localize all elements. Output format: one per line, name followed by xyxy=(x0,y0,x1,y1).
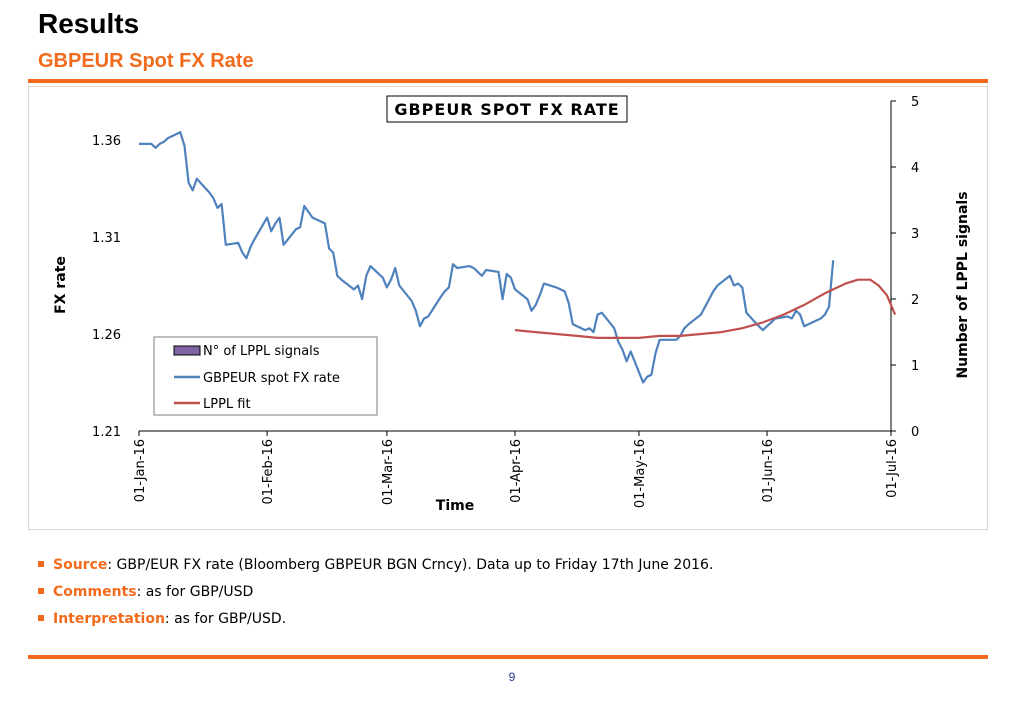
y2-tick-label: 2 xyxy=(911,293,919,308)
x-tick-label: 01-Mar-16 xyxy=(381,439,396,505)
bullet-marker xyxy=(38,561,44,567)
y2-tick-label: 4 xyxy=(911,161,919,176)
bullet-key-comments: Comments xyxy=(53,584,137,600)
y-tick-label: 1.36 xyxy=(92,134,121,149)
legend-label-lppl: LPPL fit xyxy=(203,397,251,412)
chart-title: GBPEUR SPOT FX RATE xyxy=(394,100,619,119)
x-tick-label: 01-May-16 xyxy=(633,439,648,508)
y2-tick-label: 0 xyxy=(911,425,919,440)
page-number: 9 xyxy=(508,670,516,684)
series-line-lppl-fit xyxy=(514,278,897,339)
bullet-key-source: Source xyxy=(53,557,108,573)
y2-axis-title: Number of LPPL signals xyxy=(955,191,971,378)
slide-subtitle: GBPEUR Spot FX Rate xyxy=(38,50,254,72)
bullet-text-comments: : as for GBP/USD xyxy=(136,584,254,600)
x-tick-label: 01-Apr-16 xyxy=(509,439,524,503)
x-tick-label: 01-Jun-16 xyxy=(761,439,776,503)
chart-title-box xyxy=(386,95,628,123)
x-tick-label: 01-Jan-16 xyxy=(133,439,148,502)
x-tick-label: 01-Feb-16 xyxy=(261,439,276,504)
y2-tick-label: 5 xyxy=(911,95,919,110)
bullet-interpretation: Interpretation : as for GBP/USD. xyxy=(38,611,713,638)
bullet-marker xyxy=(38,588,44,594)
legend: N° of LPPL signals GBPEUR spot FX rate L… xyxy=(153,336,378,416)
footer-divider xyxy=(28,655,988,659)
bullet-text-interpretation: : as for GBP/USD. xyxy=(164,611,287,627)
legend-label-fx: GBPEUR spot FX rate xyxy=(203,371,340,386)
fx-rate-chart: 1.36 1.31 1.26 1.21 5 4 3 2 1 0 01-Jan-16 01-Feb-16… xyxy=(53,95,971,514)
bullet-text-source: : GBP/EUR FX rate (Bloomberg GBPEUR BGN … xyxy=(107,557,714,573)
bullet-source: Source : GBP/EUR FX rate (Bloomberg GBPE… xyxy=(38,557,713,584)
chart-frame: 1.36 1.31 1.26 1.21 5 4 3 2 1 0 01-Jan-16 01-Feb-16… xyxy=(28,86,988,530)
legend-label-signals: N° of LPPL signals xyxy=(203,344,320,359)
y-tick-label: 1.26 xyxy=(92,328,121,343)
y-tick-label: 1.21 xyxy=(92,425,121,440)
header-divider xyxy=(28,79,988,83)
bullet-marker xyxy=(38,615,44,621)
y2-tick-label: 1 xyxy=(911,359,919,374)
series-line-gbpeur-spot-fx-rate xyxy=(139,131,835,384)
y2-tick-label: 3 xyxy=(911,227,919,242)
legend-swatch-signals xyxy=(173,345,201,356)
y-axis-title: FX rate xyxy=(53,256,69,314)
bullet-list: Source : GBP/EUR FX rate (Bloomberg GBPE… xyxy=(38,557,713,638)
y-tick-label: 1.31 xyxy=(92,231,121,246)
slide-title: Results xyxy=(38,8,140,39)
bullet-key-interpretation: Interpretation xyxy=(53,611,165,627)
x-axis-title: Time xyxy=(436,498,474,514)
x-tick-label: 01-Jul-16 xyxy=(885,439,900,498)
bullet-comments: Comments : as for GBP/USD xyxy=(38,584,713,611)
